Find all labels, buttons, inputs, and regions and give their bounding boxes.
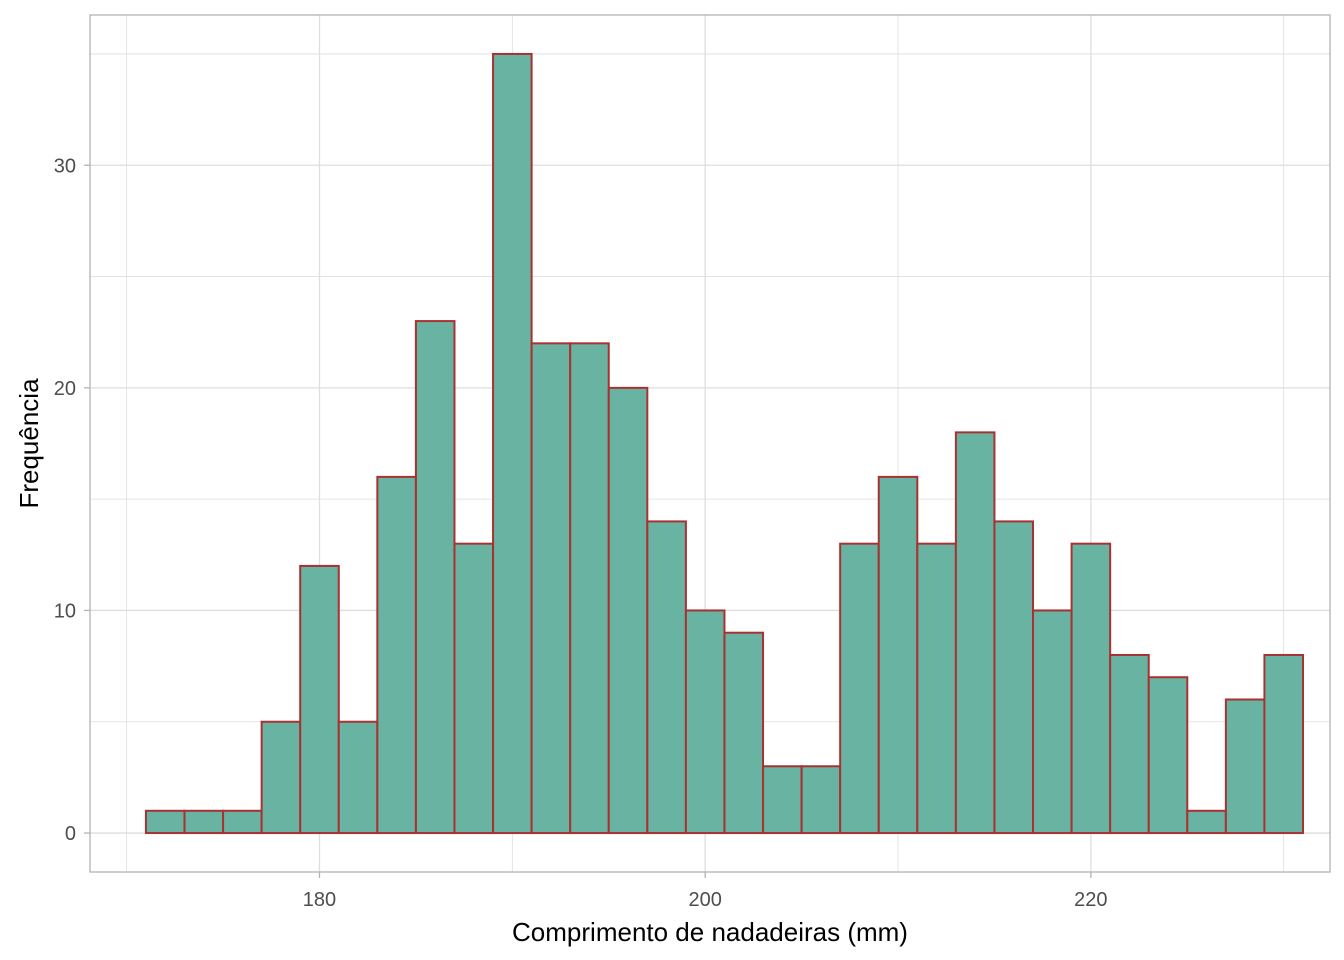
- histogram-bar-1: [183, 809, 225, 835]
- histogram-bar-10: [530, 342, 572, 835]
- histogram-bar-26: [1147, 676, 1189, 835]
- y-axis-ticks: 0 10 20 30: [54, 155, 90, 845]
- histogram-bar-20: [916, 542, 957, 835]
- histogram-bar-14: [684, 609, 726, 835]
- x-axis-title: Comprimento de nadadeiras (mm): [512, 917, 908, 947]
- histogram-bar-12: [607, 386, 649, 835]
- histogram-bars: [144, 52, 1305, 835]
- histogram-bar-28: [1224, 698, 1266, 835]
- histogram-bar-15: [723, 631, 765, 835]
- x-tick-label-1: 200: [688, 889, 721, 911]
- y-tick-label-0: 0: [65, 823, 76, 845]
- histogram-bar-2: [222, 809, 263, 835]
- histogram-bar-27: [1186, 809, 1227, 835]
- histogram-bar-23: [1032, 609, 1073, 835]
- x-tick-label-0: 180: [303, 889, 336, 911]
- histogram-bar-7: [414, 320, 456, 835]
- histogram-bar-18: [839, 542, 880, 835]
- y-tick-label-1: 10: [54, 600, 76, 622]
- histogram-bar-0: [144, 809, 186, 835]
- histogram-bar-9: [492, 52, 533, 835]
- panel-border: [89, 14, 1331, 873]
- histogram-bar-8: [453, 542, 495, 835]
- histogram-bar-11: [569, 342, 610, 835]
- histogram-bar-29: [1263, 653, 1305, 835]
- histogram-bar-19: [877, 475, 919, 835]
- x-tick-label-2: 220: [1074, 889, 1107, 911]
- histogram-bar-25: [1109, 653, 1150, 835]
- histogram-bar-4: [299, 564, 340, 835]
- histogram-bar-24: [1070, 542, 1112, 835]
- y-tick-label-3: 30: [54, 155, 76, 177]
- histogram-bar-6: [376, 475, 417, 835]
- histogram-bar-5: [337, 720, 379, 835]
- histogram-bar-21: [954, 431, 996, 835]
- y-axis-title: Frequência: [14, 378, 44, 509]
- histogram-bar-3: [260, 720, 302, 835]
- histogram-bar-13: [646, 520, 687, 835]
- y-tick-label-2: 20: [54, 378, 76, 400]
- histogram-bar-16: [762, 765, 803, 835]
- histogram-bar-22: [993, 520, 1035, 835]
- histogram-bar-17: [800, 765, 842, 835]
- x-axis-ticks: 180 200 220: [303, 872, 1108, 911]
